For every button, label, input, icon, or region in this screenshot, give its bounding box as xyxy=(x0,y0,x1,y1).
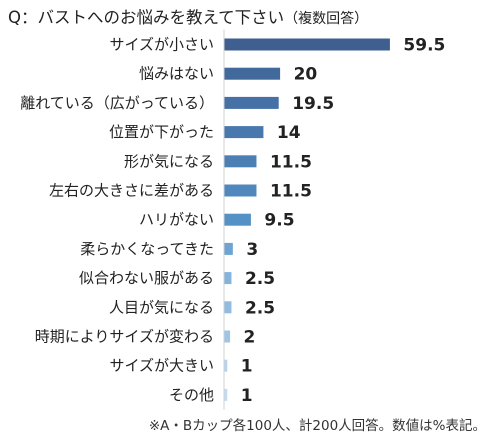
category-label: 柔らかくなってきた xyxy=(80,240,214,258)
category-label: 位置が下がった xyxy=(109,123,214,141)
data-labels: 59.5 20 19.5 14 11.5 11.5 9.5 3 2.5 2.5 2 1 1 xyxy=(241,36,446,406)
data-label: 1 xyxy=(241,357,253,377)
bar xyxy=(224,301,232,314)
bar xyxy=(224,38,390,51)
bar xyxy=(224,155,257,168)
bar xyxy=(224,67,281,80)
bar xyxy=(224,388,228,401)
bar xyxy=(224,126,264,139)
bar xyxy=(224,184,257,197)
chart-title: Q：バストへのお悩みを教えて下さい（複数回答） xyxy=(8,4,368,28)
data-label: 3 xyxy=(246,240,258,260)
bar xyxy=(224,213,251,226)
data-label: 11.5 xyxy=(270,182,312,202)
bar xyxy=(224,359,228,372)
data-label: 2 xyxy=(244,328,256,348)
bar xyxy=(224,242,233,255)
category-label: 形が気になる xyxy=(124,152,214,170)
category-label: ハリがない xyxy=(139,211,214,229)
data-label: 2.5 xyxy=(245,298,275,318)
category-label: サイズが大きい xyxy=(109,357,214,375)
footnote: ※A・Bカップ各100人、計200人回答。数値は%表記。 xyxy=(148,418,486,434)
bar xyxy=(224,330,231,343)
bar xyxy=(224,272,232,285)
category-label: 時期によりサイズが変わる xyxy=(35,328,214,346)
chart-title-text: Q：バストへのお悩みを教えて下さい xyxy=(8,8,285,27)
category-label: 左右の大きさに差がある xyxy=(49,182,214,200)
data-label: 1 xyxy=(241,386,253,406)
data-label: 11.5 xyxy=(270,152,312,172)
category-label: 人目が気になる xyxy=(109,298,214,316)
data-label: 19.5 xyxy=(292,94,334,114)
category-label: 似合わない服がある xyxy=(79,269,214,287)
category-label: サイズが小さい xyxy=(109,36,214,54)
data-label: 20 xyxy=(294,65,318,85)
chart-subtitle: （複数回答） xyxy=(284,11,369,27)
category-label: 離れている（広がっている） xyxy=(20,94,214,112)
data-label: 14 xyxy=(277,123,301,143)
data-label: 9.5 xyxy=(264,211,294,231)
bar xyxy=(224,96,279,109)
data-label: 59.5 xyxy=(403,36,445,56)
category-label: その他 xyxy=(169,386,214,404)
bars xyxy=(224,38,390,401)
data-label: 2.5 xyxy=(245,269,275,289)
category-label: 悩みはない xyxy=(139,65,214,83)
